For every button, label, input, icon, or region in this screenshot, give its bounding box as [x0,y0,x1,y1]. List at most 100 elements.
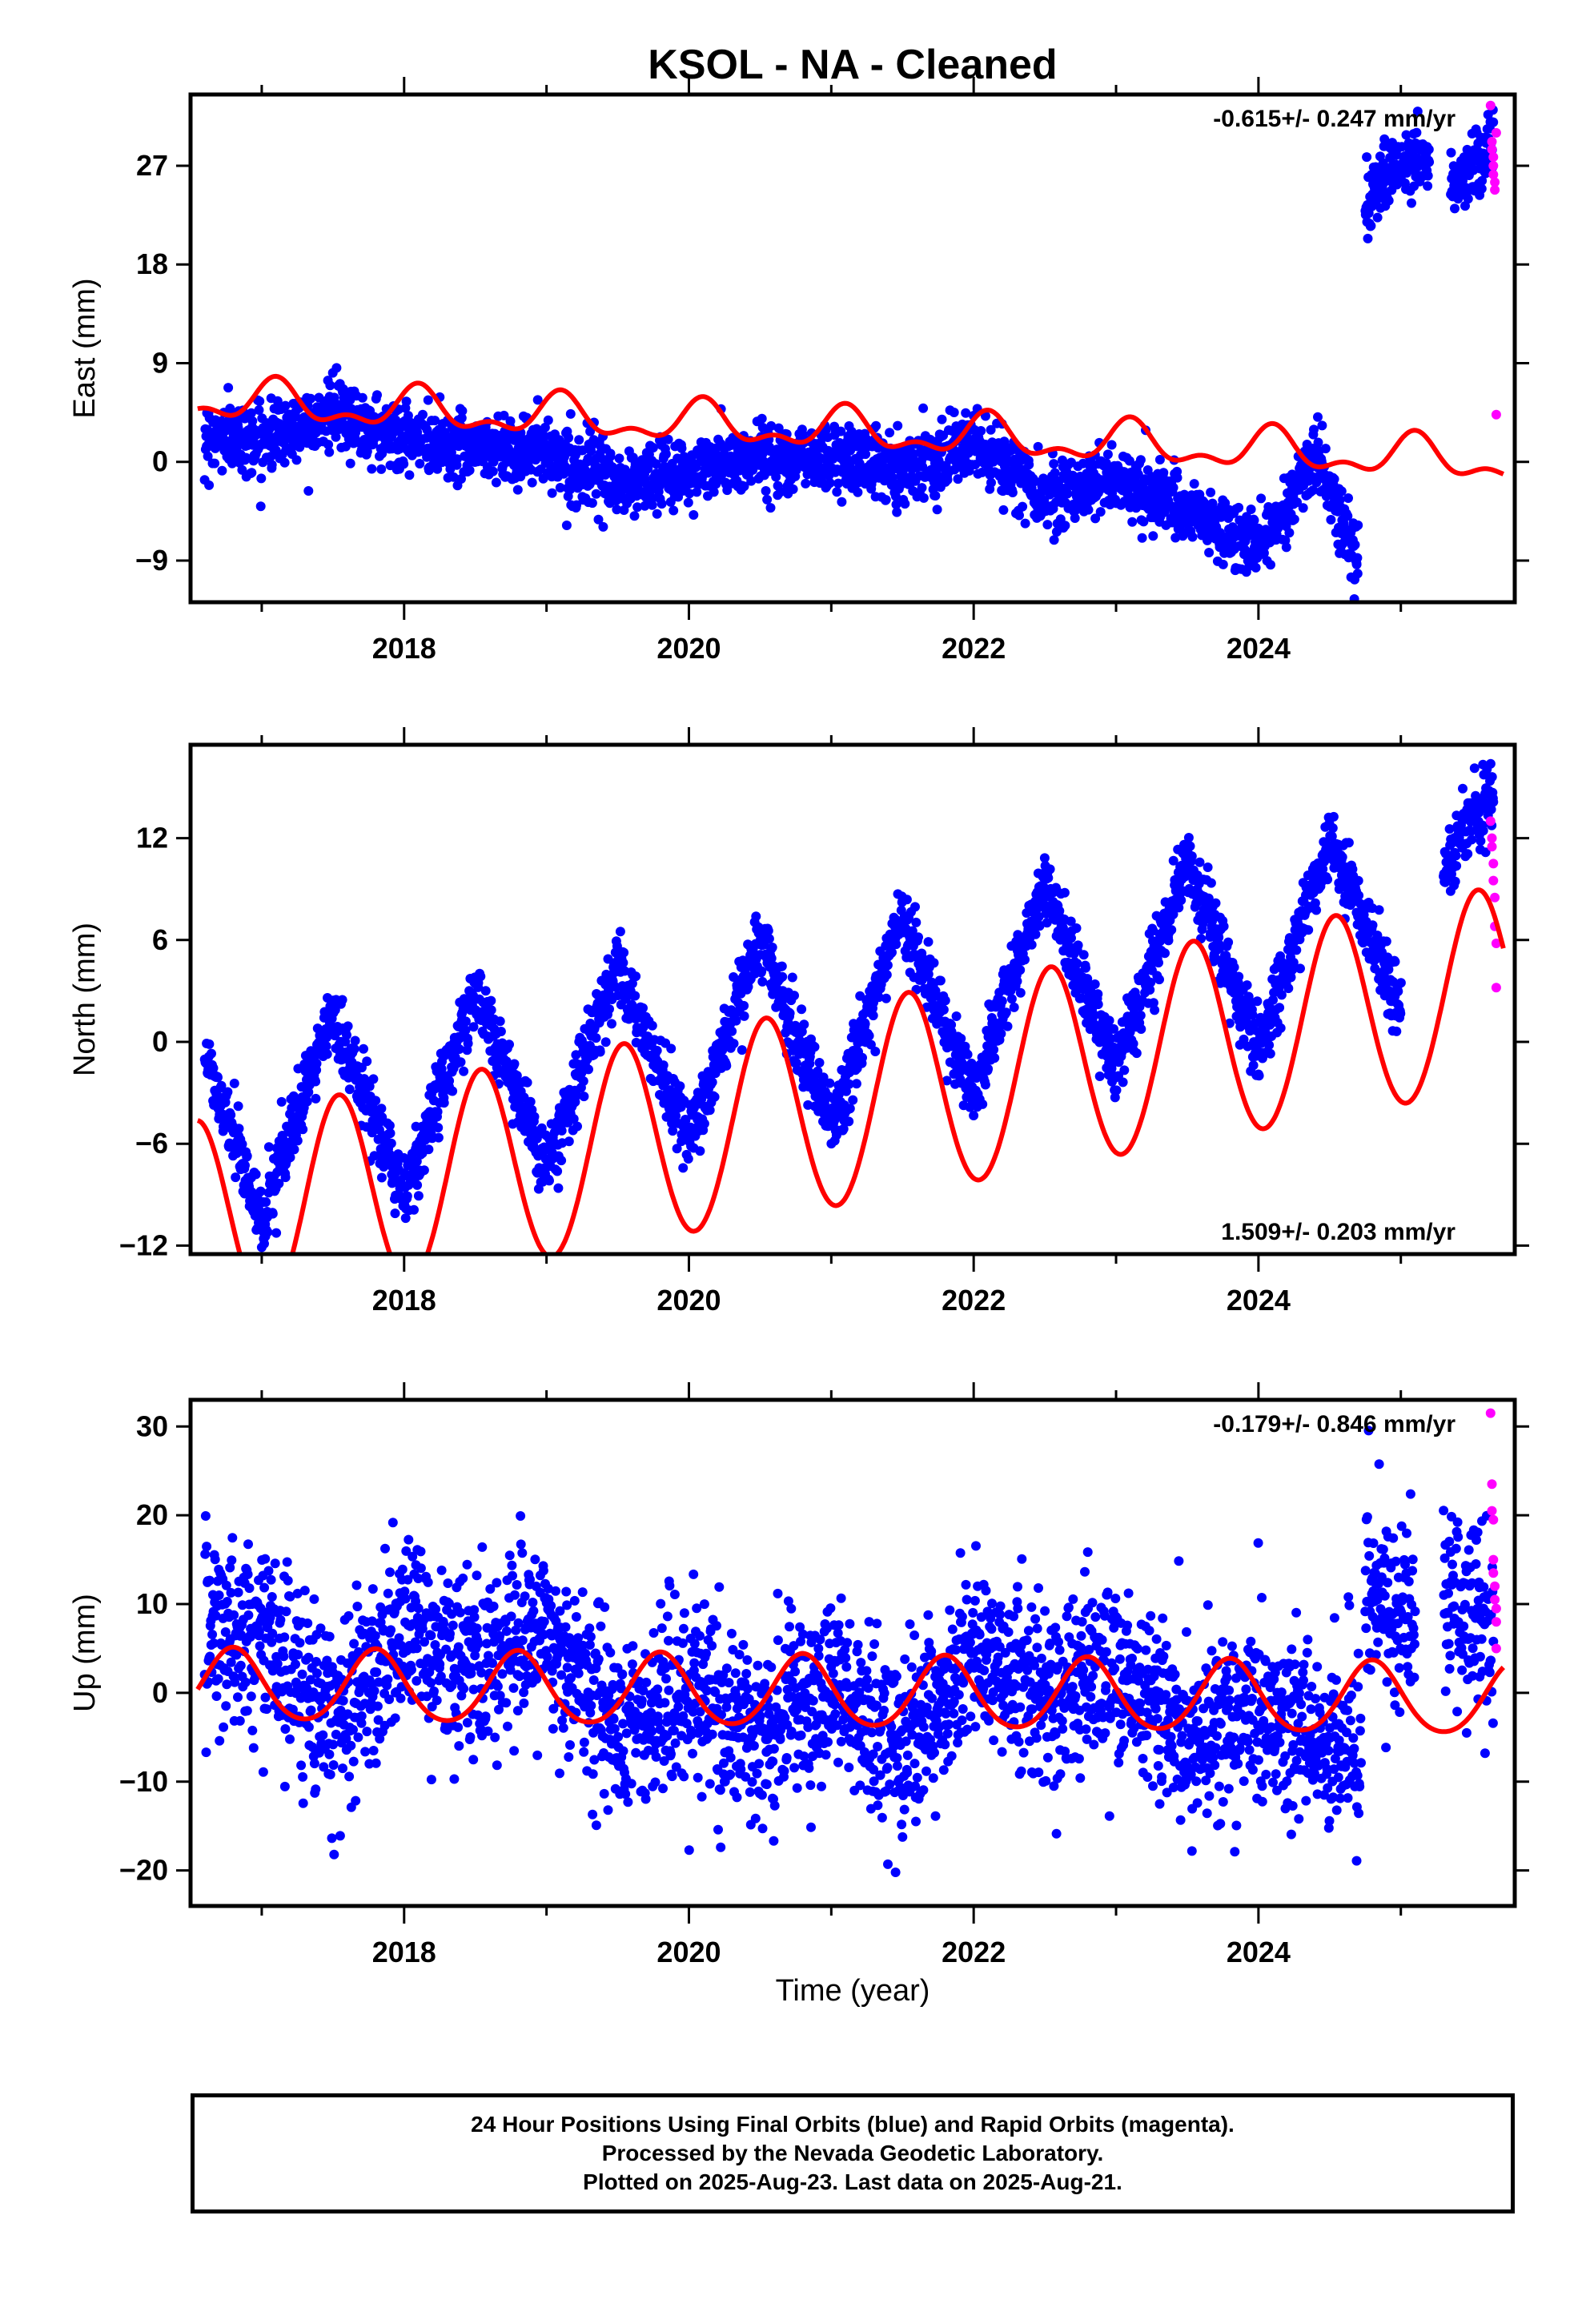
final-orbit-point [983,1063,994,1074]
final-orbit-point [344,1084,355,1095]
final-orbit-point [367,464,377,474]
final-orbit-point [247,416,258,426]
final-orbit-point [765,503,776,513]
final-orbit-point [423,395,433,405]
rapid-orbit-point [1487,136,1497,147]
final-orbit-point [226,1110,236,1120]
final-orbit-point [615,927,625,937]
final-orbit-point [647,1020,657,1031]
final-orbit-point [787,972,797,983]
final-orbit-point [488,466,498,476]
final-orbit-point [891,939,901,950]
final-orbit-point [1289,514,1299,525]
final-orbit-point [579,1092,589,1102]
final-orbit-point [986,424,996,435]
final-orbit-point [1148,531,1158,541]
final-orbit-point [942,475,953,485]
final-orbit-point [291,412,301,422]
final-orbit-point [1024,460,1034,470]
final-orbit-point [707,1077,717,1088]
final-orbit-point [1308,485,1318,496]
final-orbit-point [261,1197,271,1207]
final-orbit-point [504,1039,514,1050]
final-orbit-point [699,1119,709,1129]
final-orbit-point [371,1096,381,1106]
final-orbit-point [727,1026,737,1036]
final-orbit-point [1317,420,1327,431]
final-orbit-point [669,505,679,516]
final-orbit-point [729,1039,739,1049]
final-orbit-point [433,1123,444,1133]
final-orbit-point [1350,540,1360,550]
final-orbit-point [468,1022,479,1032]
final-orbit-point [612,505,622,515]
final-orbit-point [402,1191,412,1201]
final-orbit-point [385,1128,396,1139]
final-orbit-point [372,390,382,400]
final-orbit-point [980,1080,990,1090]
final-orbit-point [279,457,290,468]
final-orbit-point [997,996,1007,1006]
final-orbit-point [357,392,367,403]
final-orbit-point [452,454,462,464]
final-orbit-point [1281,542,1291,553]
final-orbit-point [989,1044,999,1055]
y-axis-label: East (mm) [68,278,102,418]
final-orbit-point [419,1165,429,1176]
final-orbit-point [255,1207,265,1216]
final-orbit-point [870,1047,881,1056]
final-orbit-point [885,428,895,438]
final-orbit-point [240,1160,250,1171]
final-orbit-point [1423,144,1434,155]
final-orbit-point [746,476,757,486]
final-orbit-point [298,1124,308,1135]
y-tick-label: −9 [135,544,168,577]
final-orbit-point [845,1104,855,1114]
final-orbit-point [338,384,348,394]
final-orbit-point [1049,459,1059,469]
final-orbit-point [564,432,574,443]
final-orbit-point [1187,532,1198,542]
final-orbit-point [409,1204,419,1215]
final-orbit-point [764,934,774,944]
final-orbit-point [668,1126,678,1136]
final-orbit-point [432,1107,443,1117]
final-orbit-point [1423,171,1433,181]
final-orbit-point [207,1048,216,1059]
final-orbit-point [825,478,835,489]
final-orbit-point [648,443,658,452]
final-orbit-point [204,480,215,490]
final-orbit-point [460,1025,471,1035]
final-orbit-point [295,442,305,452]
final-orbit-point [910,902,920,912]
final-orbit-point [647,500,657,510]
final-orbit-point [401,396,412,407]
final-orbit-point [777,961,787,971]
final-orbit-point [362,1056,372,1067]
final-orbit-point [737,1045,747,1055]
final-orbit-point [1246,505,1256,514]
final-orbit-point [1095,507,1106,517]
final-orbit-point [272,396,283,406]
final-orbit-point [512,1071,522,1081]
final-orbit-point [909,449,919,459]
plot-area [196,100,1505,602]
final-orbit-point [935,975,946,986]
final-orbit-point [1002,1021,1013,1031]
final-orbit-point [552,1166,563,1176]
final-orbit-point [1411,127,1422,138]
final-orbit-point [614,453,624,464]
final-orbit-point [978,1099,988,1109]
final-orbit-point [814,1058,825,1068]
final-orbit-point [1062,957,1073,967]
final-orbit-point [505,416,516,426]
final-orbit-point [1135,455,1146,465]
final-orbit-point [239,413,250,424]
final-orbit-point [400,1213,411,1224]
final-orbit-point [1476,183,1487,194]
final-orbit-point [757,976,768,987]
final-orbit-point [1018,501,1028,512]
final-orbit-point [848,1095,858,1105]
